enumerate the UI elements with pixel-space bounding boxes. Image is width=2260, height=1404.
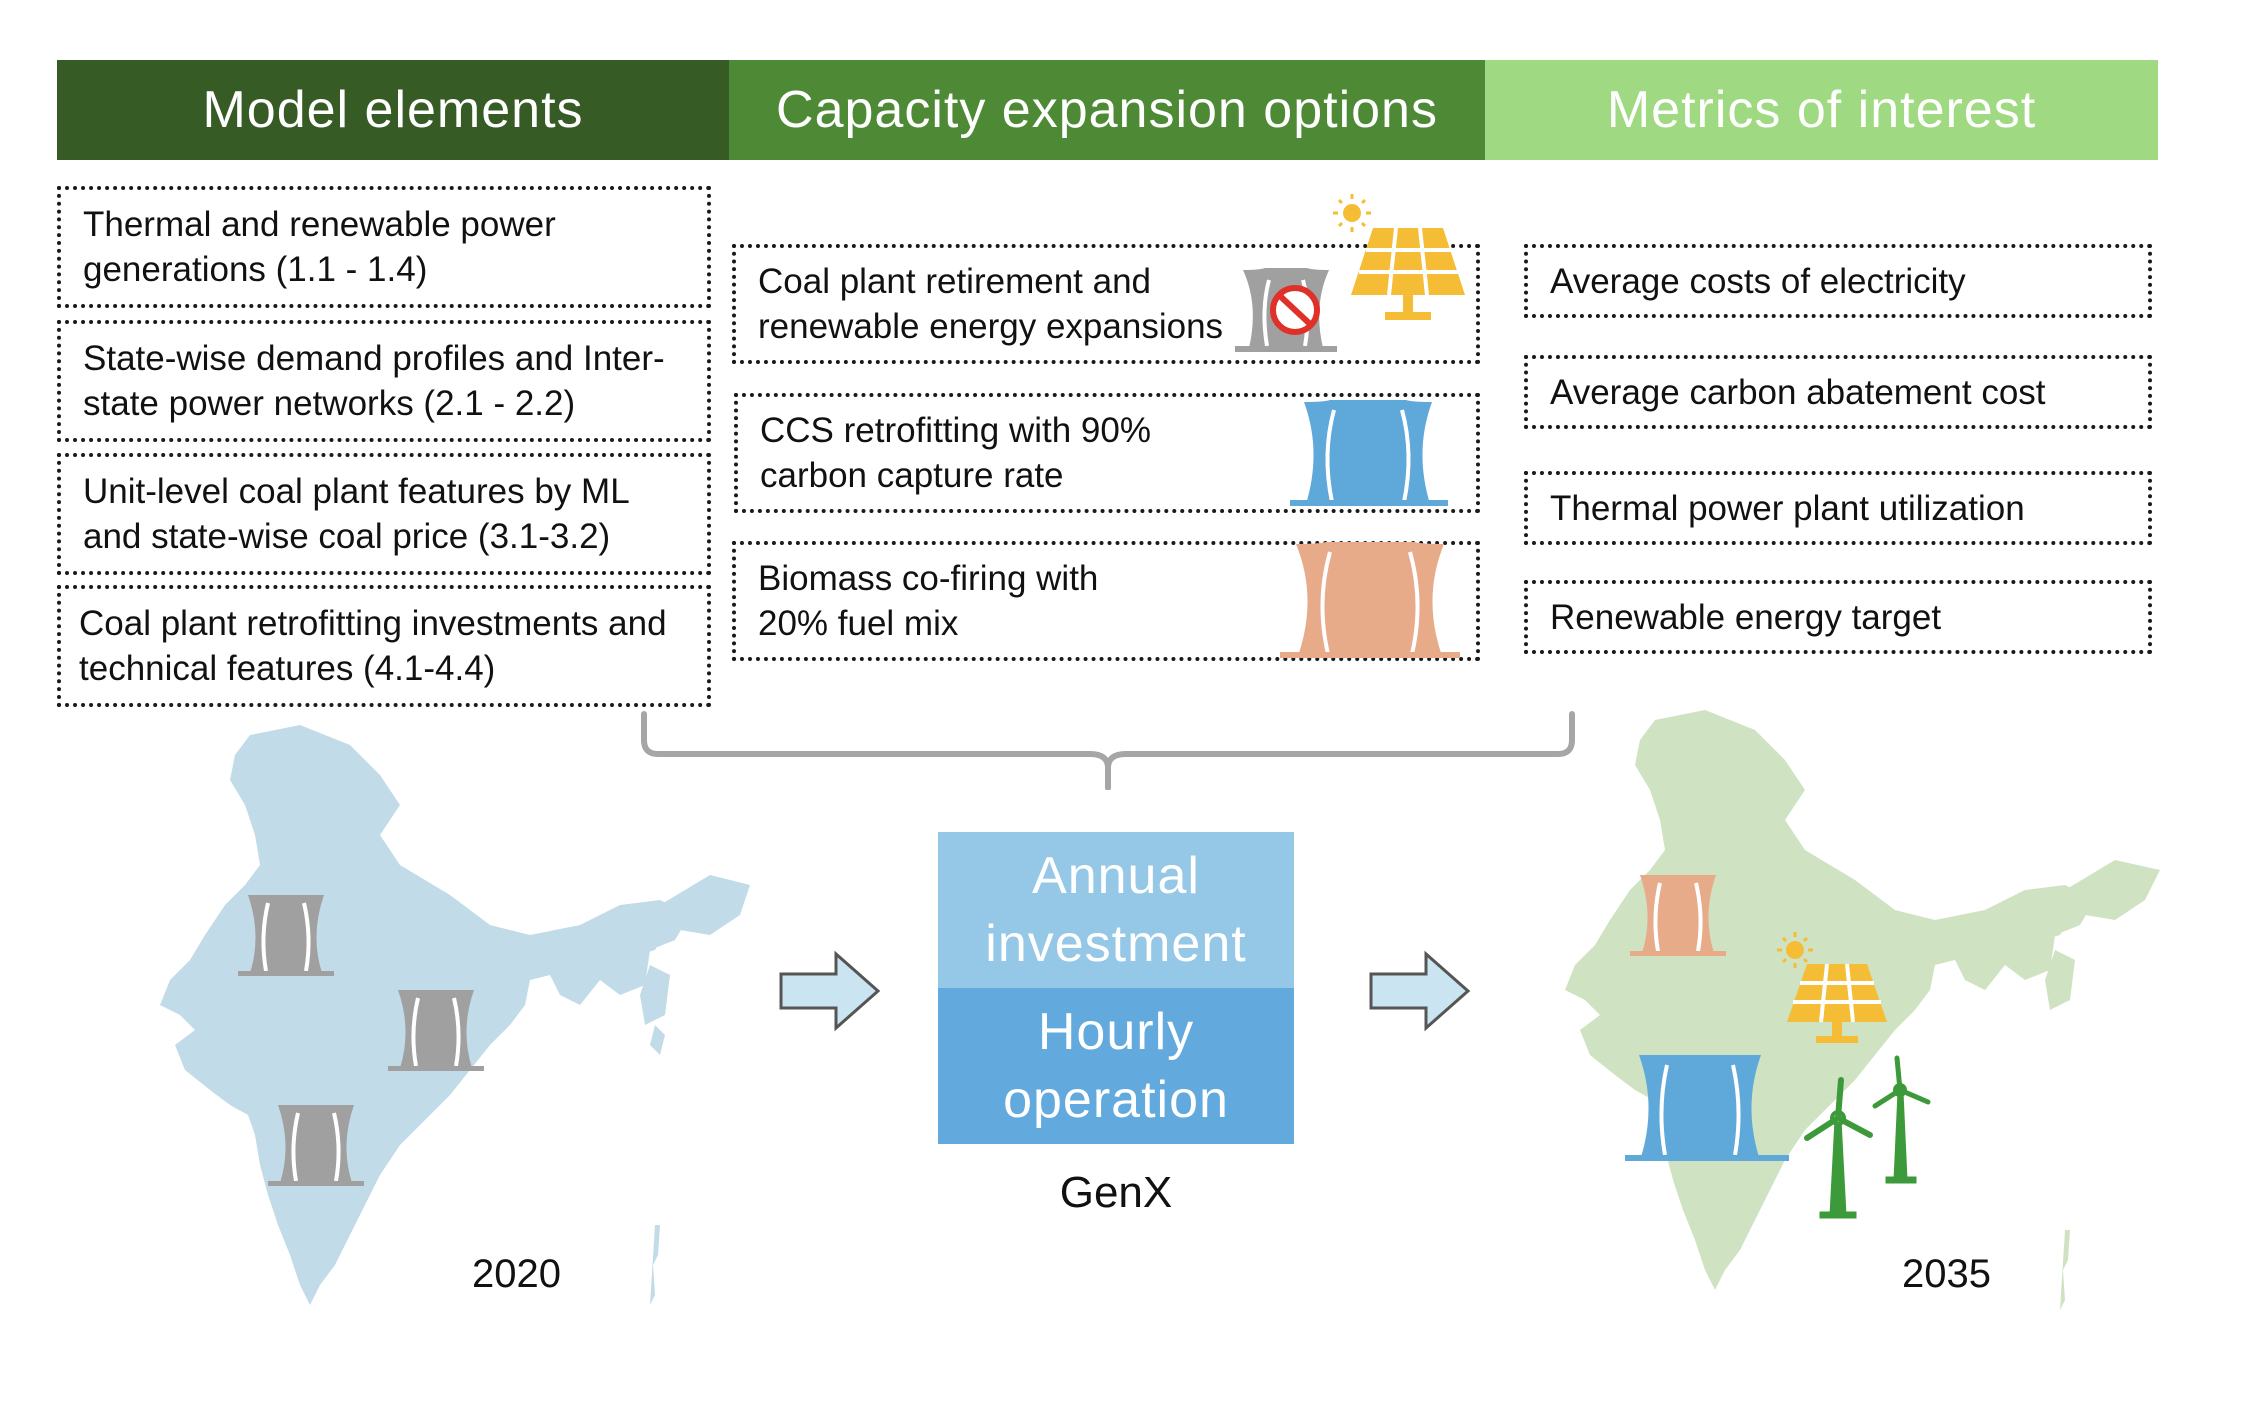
metric-text: Average carbon abatement cost (1550, 372, 2046, 412)
wind-turbine-icon (1804, 1077, 1873, 1219)
ccs-plant-icon (1290, 400, 1448, 506)
ccs-plant-icon (1625, 1055, 1789, 1161)
biomass-plant-icon (1280, 542, 1460, 658)
capacity-option-box: CCS retrofitting with 90% carbon capture… (734, 393, 1480, 513)
genx-label: GenX (1059, 1168, 1173, 1217)
year-end-label: 2035 (1902, 1252, 1991, 1296)
coal-retirement-solar-icon (1235, 194, 1465, 352)
metric-text: Renewable energy target (1550, 597, 1942, 637)
bracket-connector (641, 711, 1575, 790)
biomass-plant-icon (1630, 875, 1726, 956)
model-element-box: Coal plant retrofitting investments and … (57, 585, 711, 707)
header-model-elements: Model elements (57, 60, 729, 160)
coal-plant-icon (268, 1105, 364, 1186)
model-element-text: State-wise demand profiles and Inter- st… (83, 339, 665, 423)
hourly-operation-box: Hourly operation (938, 988, 1294, 1144)
india-map-2035 (1565, 710, 2160, 1310)
capacity-option-box: Coal plant retirement and renewable ener… (732, 244, 1480, 364)
metric-text: Thermal power plant utilization (1550, 488, 2025, 528)
coal-plant-icon (238, 895, 334, 976)
metric-box: Average carbon abatement cost (1524, 355, 2152, 429)
capacity-option-text: Biomass co-firing with 20% fuel mix (758, 559, 1099, 643)
model-element-text: Thermal and renewable power generations … (83, 205, 556, 289)
solar-panel-icon (1351, 227, 1465, 320)
arrow-right-icon (779, 950, 881, 1032)
sun-icon (1333, 194, 1371, 232)
model-element-text: Unit-level coal plant features by ML and… (83, 472, 630, 556)
header-metrics: Metrics of interest (1485, 60, 2158, 160)
coal-plant-icon (388, 990, 484, 1071)
capacity-option-text: CCS retrofitting with 90% carbon capture… (760, 411, 1151, 495)
model-element-box: State-wise demand profiles and Inter- st… (57, 320, 711, 442)
metric-text: Average costs of electricity (1550, 261, 1966, 301)
year-start-label: 2020 (472, 1252, 561, 1296)
header-capacity-expansion: Capacity expansion options (729, 60, 1485, 160)
sun-icon (1777, 932, 1813, 968)
model-element-box: Thermal and renewable power generations … (57, 186, 711, 308)
capacity-option-box: Biomass co-firing with 20% fuel mix (732, 541, 1480, 661)
model-element-box: Unit-level coal plant features by ML and… (57, 453, 711, 575)
india-map-2020 (160, 725, 750, 1305)
wind-turbine-icon (1872, 1055, 1931, 1184)
arrow-right-icon (1369, 950, 1471, 1032)
model-element-text: Coal plant retrofitting investments and … (79, 604, 667, 688)
metric-box: Average costs of electricity (1524, 244, 2152, 318)
capacity-option-text: Coal plant retirement and renewable ener… (758, 262, 1224, 346)
metric-box: Thermal power plant utilization (1524, 471, 2152, 545)
no-sign-icon (1270, 285, 1320, 335)
solar-panel-icon (1787, 963, 1887, 1043)
metric-box: Renewable energy target (1524, 580, 2152, 654)
annual-investment-box: Annual investment (938, 832, 1294, 988)
